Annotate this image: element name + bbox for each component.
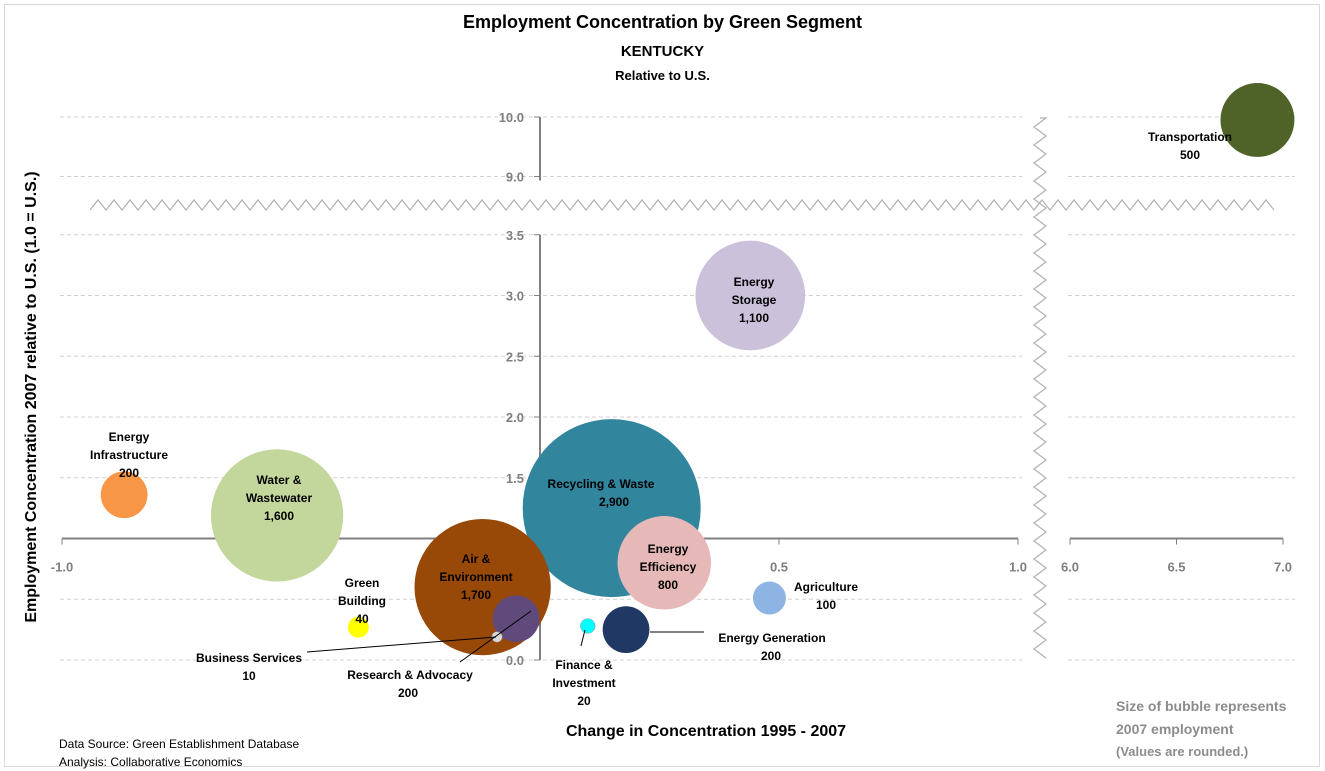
bubble-label-air-environment: 1,700 bbox=[461, 588, 491, 602]
bubble-label-air-environment: Environment bbox=[439, 570, 512, 584]
size-note-line3: (Values are rounded.) bbox=[1116, 744, 1249, 759]
bubble-label-energy-infrastructure: 200 bbox=[119, 466, 139, 480]
bubble-label-water-wastewater: Water & bbox=[257, 473, 302, 487]
bubble-water-wastewater bbox=[210, 449, 344, 582]
chart-frame bbox=[4, 4, 1320, 767]
bubble-label-water-wastewater: 1,600 bbox=[264, 509, 294, 523]
y-tick-label: 0.0 bbox=[506, 653, 524, 668]
bubble-energy-infrastructure bbox=[100, 471, 148, 519]
bubble-label-energy-storage: 1,100 bbox=[739, 311, 769, 325]
bubble-agriculture bbox=[752, 581, 786, 615]
bubble-label-research-advocacy: Research & Advocacy bbox=[347, 668, 473, 682]
bubble-label-business-services: 10 bbox=[242, 669, 256, 683]
bubble-label-transportation: 500 bbox=[1180, 148, 1200, 162]
y-tick-label: 10.0 bbox=[499, 110, 524, 125]
bubble-label-finance-investment: Investment bbox=[552, 676, 615, 690]
bubble-energy-storage bbox=[695, 240, 806, 351]
bubble-label-energy-efficiency: Energy bbox=[648, 542, 689, 556]
axis-break-vertical bbox=[1033, 117, 1048, 659]
y-axis-title: Employment Concentration 2007 relative t… bbox=[23, 171, 40, 622]
x-tick-label: 0.5 bbox=[770, 560, 788, 575]
axis-break-horizontal bbox=[89, 199, 1275, 211]
x-tick-label: 6.0 bbox=[1061, 560, 1079, 575]
bubble-label-energy-efficiency: Efficiency bbox=[640, 560, 697, 574]
bubble-label-green-building: Green bbox=[345, 576, 380, 590]
y-tick-label: 3.5 bbox=[506, 228, 524, 243]
y-tick-label: 1.5 bbox=[506, 471, 524, 486]
bubble-label-energy-efficiency: 800 bbox=[658, 578, 678, 592]
leader-line-research-advocacy bbox=[459, 610, 532, 663]
bubble-green-building bbox=[347, 616, 369, 638]
bubble-label-recycling-waste: Recycling & Waste bbox=[548, 477, 655, 491]
bubble-label-research-advocacy: 200 bbox=[398, 686, 418, 700]
x-axis-title: Change in Concentration 1995 - 2007 bbox=[566, 723, 846, 740]
bubble-label-green-building: Building bbox=[338, 594, 386, 608]
size-note-line1: Size of bubble represents bbox=[1116, 698, 1287, 714]
chart-subtitle-relative: Relative to U.S. bbox=[615, 68, 710, 83]
x-tick-label: 6.5 bbox=[1167, 560, 1185, 575]
analysis-note: Analysis: Collaborative Economics bbox=[59, 755, 243, 769]
chart-subtitle: KENTUCKY bbox=[620, 43, 705, 60]
bubble-label-green-building: 40 bbox=[355, 612, 369, 626]
bubble-label-finance-investment: 20 bbox=[577, 694, 591, 708]
bubble-label-air-environment: Air & bbox=[462, 552, 491, 566]
bubble-label-energy-generation: Energy Generation bbox=[718, 631, 825, 645]
bubble-transportation bbox=[1220, 83, 1295, 157]
bubble-label-energy-storage: Energy bbox=[734, 275, 775, 289]
bubble-label-energy-generation: 200 bbox=[761, 649, 781, 663]
bubble-energy-efficiency bbox=[617, 516, 712, 610]
bubble-label-agriculture: 100 bbox=[816, 598, 836, 612]
x-tick-label: -1.0 bbox=[51, 560, 73, 575]
bubble-label-energy-storage: Storage bbox=[732, 293, 777, 307]
bubble-energy-generation bbox=[602, 606, 650, 653]
leader-line-finance-investment bbox=[580, 629, 586, 647]
y-tick-label: 9.0 bbox=[506, 170, 524, 185]
y-tick-label: 2.0 bbox=[506, 410, 524, 425]
leader-line-business-services bbox=[306, 636, 497, 653]
x-tick-label: 7.0 bbox=[1274, 560, 1292, 575]
bubble-label-agriculture: Agriculture bbox=[794, 580, 858, 594]
bubble-label-water-wastewater: Wastewater bbox=[246, 491, 313, 505]
bubble-finance-investment bbox=[580, 618, 596, 634]
bubble-label-recycling-waste: 2,900 bbox=[599, 495, 629, 509]
bubble-label-energy-infrastructure: Infrastructure bbox=[90, 448, 168, 462]
y-tick-label: 3.0 bbox=[506, 289, 524, 304]
bubble-label-finance-investment: Finance & bbox=[555, 658, 613, 672]
y-tick-label: 2.5 bbox=[506, 349, 524, 364]
x-tick-label: 1.0 bbox=[1009, 560, 1027, 575]
bubble-label-business-services: Business Services bbox=[196, 651, 302, 665]
bubble-label-energy-infrastructure: Energy bbox=[109, 430, 150, 444]
data-source-note: Data Source: Green Establishment Databas… bbox=[59, 737, 300, 751]
bubble-label-transportation: Transportation bbox=[1148, 130, 1232, 144]
chart-title: Employment Concentration by Green Segmen… bbox=[462, 12, 863, 32]
size-note-line2: 2007 employment bbox=[1116, 721, 1234, 737]
